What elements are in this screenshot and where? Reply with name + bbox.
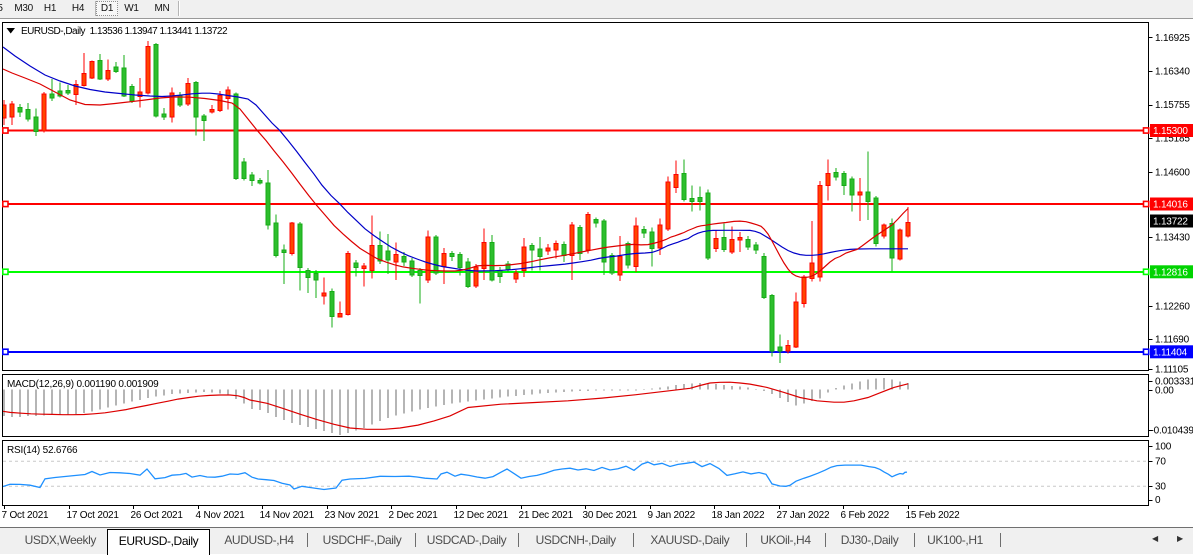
svg-text:1.15755: 1.15755 — [1155, 100, 1190, 111]
svg-text:1.12816: 1.12816 — [1153, 267, 1188, 278]
svg-text:9 Jan 2022: 9 Jan 2022 — [648, 510, 696, 521]
svg-text:1.13722: 1.13722 — [1153, 217, 1188, 228]
svg-text:4 Nov 2021: 4 Nov 2021 — [196, 510, 246, 521]
svg-text:7 Oct 2021: 7 Oct 2021 — [2, 510, 50, 521]
svg-text:2 Dec 2021: 2 Dec 2021 — [389, 510, 439, 521]
svg-text:30 Dec 2021: 30 Dec 2021 — [583, 510, 638, 521]
svg-text:17 Oct 2021: 17 Oct 2021 — [67, 510, 120, 521]
svg-text:EURUSD-,Daily 1.13536 1.13947: EURUSD-,Daily 1.13536 1.13947 1.13441 1.… — [21, 26, 228, 37]
svg-text:14 Nov 2021: 14 Nov 2021 — [260, 510, 315, 521]
svg-text:0.00: 0.00 — [1155, 386, 1174, 397]
svg-text:30: 30 — [1155, 481, 1166, 492]
svg-text:1.11105: 1.11105 — [1155, 365, 1189, 376]
svg-text:1.14600: 1.14600 — [1155, 168, 1190, 179]
svg-text:12 Dec 2021: 12 Dec 2021 — [454, 510, 509, 521]
svg-text:18 Jan 2022: 18 Jan 2022 — [712, 510, 765, 521]
svg-text:0: 0 — [1155, 495, 1161, 506]
svg-text:1.14016: 1.14016 — [1153, 200, 1188, 211]
svg-text:26 Oct 2021: 26 Oct 2021 — [131, 510, 184, 521]
svg-text:27 Jan 2022: 27 Jan 2022 — [777, 510, 830, 521]
svg-text:1.15300: 1.15300 — [1153, 126, 1188, 137]
svg-text:1.16340: 1.16340 — [1155, 67, 1190, 78]
svg-text:21 Dec 2021: 21 Dec 2021 — [519, 510, 574, 521]
svg-text:100: 100 — [1155, 442, 1172, 453]
svg-text:MACD(12,26,9) 0.001190 0.00190: MACD(12,26,9) 0.001190 0.001909 — [7, 379, 159, 390]
svg-text:1.11690: 1.11690 — [1155, 335, 1190, 346]
svg-text:-0.010439: -0.010439 — [1151, 426, 1193, 437]
svg-text:RSI(14) 52.6766: RSI(14) 52.6766 — [7, 445, 78, 456]
svg-text:6 Feb 2022: 6 Feb 2022 — [841, 510, 890, 521]
svg-text:1.12260: 1.12260 — [1155, 302, 1190, 313]
svg-text:15 Feb 2022: 15 Feb 2022 — [906, 510, 961, 521]
svg-text:1.16925: 1.16925 — [1155, 33, 1190, 44]
svg-text:70: 70 — [1155, 456, 1166, 467]
svg-text:23 Nov 2021: 23 Nov 2021 — [325, 510, 380, 521]
svg-text:1.11404: 1.11404 — [1153, 347, 1188, 358]
svg-text:1.13430: 1.13430 — [1155, 233, 1190, 244]
